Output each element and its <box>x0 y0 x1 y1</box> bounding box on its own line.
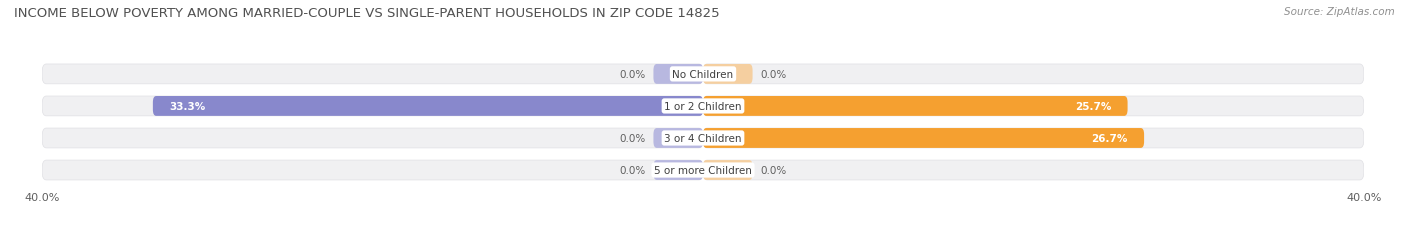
Text: 26.7%: 26.7% <box>1091 133 1128 143</box>
Text: Source: ZipAtlas.com: Source: ZipAtlas.com <box>1284 7 1395 17</box>
Text: 0.0%: 0.0% <box>619 70 645 79</box>
FancyBboxPatch shape <box>703 97 1364 116</box>
Text: 5 or more Children: 5 or more Children <box>654 165 752 175</box>
FancyBboxPatch shape <box>42 128 703 148</box>
FancyBboxPatch shape <box>703 160 752 180</box>
FancyBboxPatch shape <box>153 97 703 116</box>
FancyBboxPatch shape <box>42 160 703 180</box>
FancyBboxPatch shape <box>654 160 703 180</box>
Text: 1 or 2 Children: 1 or 2 Children <box>664 101 742 112</box>
FancyBboxPatch shape <box>654 65 703 85</box>
FancyBboxPatch shape <box>654 128 703 148</box>
Text: 3 or 4 Children: 3 or 4 Children <box>664 133 742 143</box>
Text: 0.0%: 0.0% <box>761 165 787 175</box>
FancyBboxPatch shape <box>42 97 703 116</box>
FancyBboxPatch shape <box>703 160 1364 180</box>
Text: 33.3%: 33.3% <box>169 101 205 112</box>
FancyBboxPatch shape <box>703 97 1128 116</box>
FancyBboxPatch shape <box>703 65 752 85</box>
FancyBboxPatch shape <box>703 65 1364 85</box>
FancyBboxPatch shape <box>703 128 1364 148</box>
Text: 0.0%: 0.0% <box>619 133 645 143</box>
Text: 0.0%: 0.0% <box>761 70 787 79</box>
Text: 0.0%: 0.0% <box>619 165 645 175</box>
Text: INCOME BELOW POVERTY AMONG MARRIED-COUPLE VS SINGLE-PARENT HOUSEHOLDS IN ZIP COD: INCOME BELOW POVERTY AMONG MARRIED-COUPL… <box>14 7 720 20</box>
FancyBboxPatch shape <box>703 128 1144 148</box>
Text: No Children: No Children <box>672 70 734 79</box>
FancyBboxPatch shape <box>42 65 703 85</box>
Text: 25.7%: 25.7% <box>1074 101 1111 112</box>
